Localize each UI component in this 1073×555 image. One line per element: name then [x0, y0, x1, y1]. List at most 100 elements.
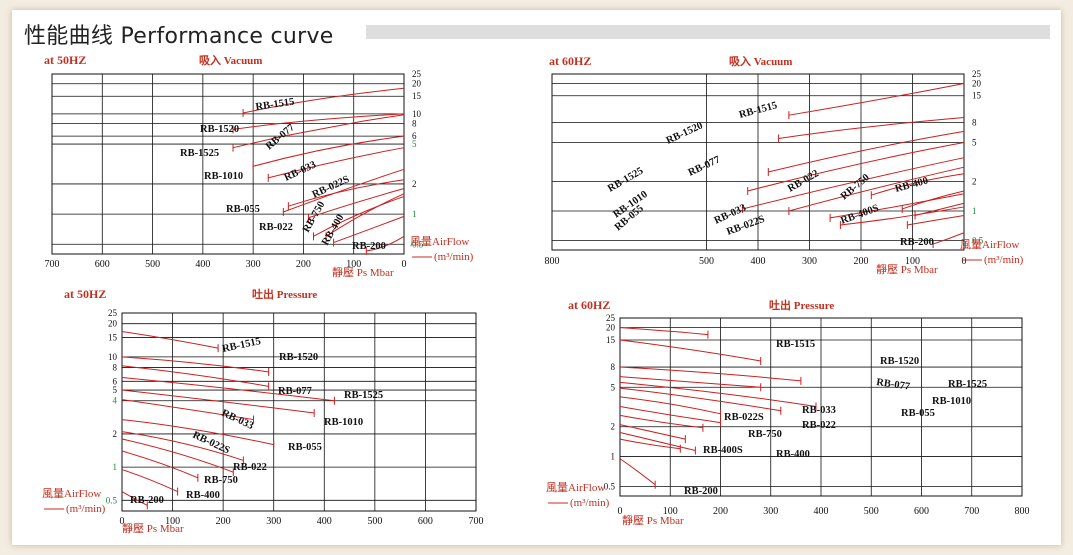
curve-rb-022s	[121, 431, 244, 461]
x-tick-label: 100	[663, 506, 678, 517]
curve-rb-055	[121, 419, 274, 446]
x-tick-label: 300	[763, 506, 778, 517]
pressure-axis-label: 靜壓 Ps Mbar	[622, 513, 684, 527]
y-tick-label: 25	[412, 69, 422, 79]
x-tick-label: 0	[618, 506, 623, 517]
curve-rb-1525	[121, 377, 335, 402]
curve-rb-022	[871, 173, 965, 196]
x-tick-label: 100	[905, 256, 920, 267]
y-tick-label: 5	[113, 385, 118, 395]
airflow-unit: (m³/min)	[434, 251, 474, 263]
series-label-rb-400s: RB-400S	[703, 445, 743, 456]
series-label-rb-022s: RB-022S	[724, 412, 764, 423]
y-tick-label: 10	[412, 109, 422, 119]
y-tick-label: 20	[606, 323, 616, 333]
plot-frame	[121, 312, 477, 512]
x-tick-label: 200	[296, 259, 311, 270]
y-tick-label: 5	[611, 382, 616, 392]
curve-rb-1525	[232, 114, 405, 149]
curve-rb-1515	[788, 83, 965, 116]
series-label-rb-200: RB-200	[684, 486, 718, 497]
series-label-rb-022: RB-022	[259, 222, 293, 233]
curve-rb-400	[333, 215, 405, 244]
header-bar	[366, 25, 1050, 39]
series-label-rb-1515: RB-1515	[776, 339, 815, 350]
x-tick-label: 400	[751, 256, 766, 267]
series-label-rb-033: RB-033	[802, 405, 836, 416]
mode-label: 吐出 Pressure	[769, 298, 834, 312]
airflow-label: 風量AirFlow	[546, 481, 605, 494]
pressure-axis-label: 靜壓 Ps Mbar	[122, 521, 184, 535]
x-tick-label: 600	[95, 259, 110, 270]
y-tick-label: 15	[412, 91, 422, 101]
x-tick-label: 500	[699, 256, 714, 267]
curve-rb-1525	[619, 366, 801, 382]
series-label-rb-022s: RB-022S	[311, 174, 352, 201]
curve-rb-400s	[619, 438, 681, 450]
y-tick-label: 10	[108, 352, 118, 362]
series-label-rb-077: RB-077	[264, 122, 297, 152]
series-label-rb-1520: RB-1520	[880, 356, 919, 367]
y-tick-label: 2	[972, 176, 977, 186]
curve-rb-1520	[778, 116, 965, 139]
x-tick-label: 800	[1015, 506, 1030, 517]
curve-rb-1520	[619, 339, 761, 362]
x-tick-label: 800	[545, 256, 560, 267]
curve-rb-400	[121, 469, 178, 493]
y-tick-label: 8	[113, 363, 118, 373]
curve-rb-400	[619, 431, 696, 452]
curve-rb-055	[788, 166, 965, 212]
y-tick-label: 1	[611, 452, 616, 462]
x-tick-label: 300	[802, 256, 817, 267]
y-tick-label: 25	[606, 313, 616, 323]
series-label-rb-200: RB-200	[900, 237, 934, 248]
y-tick-label: 0.5	[604, 481, 616, 491]
plot-frame	[51, 73, 405, 255]
x-tick-label: 400	[814, 506, 829, 517]
curve-rb-033	[830, 193, 965, 219]
series-label-rb-750: RB-750	[204, 475, 238, 486]
page-title: 性能曲线 Performance curve	[24, 24, 334, 49]
x-tick-label: 0	[402, 259, 407, 270]
y-tick-label: 6	[113, 376, 118, 386]
curve-rb-750	[121, 450, 199, 479]
series-label-rb-077: RB-077	[278, 386, 312, 397]
y-tick-label: 15	[108, 332, 118, 342]
y-tick-label: 25	[972, 69, 982, 79]
x-tick-label: 200	[216, 516, 231, 527]
curve-rb-033	[121, 399, 254, 421]
x-tick-label: 500	[367, 516, 382, 527]
x-tick-label: 100	[165, 516, 180, 527]
y-tick-label: 8	[412, 119, 417, 129]
x-tick-label: 300	[246, 259, 261, 270]
series-label-rb-750: RB-750	[748, 429, 782, 440]
curve-rb-1010	[742, 157, 965, 210]
series-label-rb-1520: RB-1520	[200, 124, 239, 135]
frequency-label: at 50HZ	[44, 53, 86, 67]
curve-rb-055	[619, 387, 781, 412]
curve-rb-033	[288, 179, 405, 207]
series-label-rb-1525: RB-1525	[606, 166, 645, 195]
curve-rb-1010	[619, 381, 817, 407]
y-tick-label: 15	[972, 91, 982, 101]
y-tick-label: 4	[113, 396, 118, 406]
curve-rb-1520	[232, 113, 405, 130]
curve-rb-1520	[121, 356, 269, 373]
curve-rb-1525	[747, 142, 965, 192]
series-label-rb-400s: RB-400S	[839, 203, 880, 227]
curve-rb-022s	[619, 414, 703, 429]
series-label-rb-400: RB-400	[776, 449, 810, 460]
y-tick-label: 0.5	[412, 239, 424, 249]
y-tick-label: 8	[972, 117, 977, 127]
series-label-rb-750: RB-750	[301, 200, 327, 235]
x-tick-label: 500	[864, 506, 879, 517]
airflow-unit: (m³/min)	[66, 503, 106, 515]
y-tick-label: 0.5	[972, 236, 984, 246]
series-label-rb-1010: RB-1010	[204, 171, 243, 182]
series-label-rb-1525: RB-1525	[344, 390, 383, 401]
y-tick-label: 2	[611, 422, 616, 432]
mode-label: 吸入 Vacuum	[199, 54, 262, 67]
series-label-rb-400: RB-400	[186, 490, 220, 501]
